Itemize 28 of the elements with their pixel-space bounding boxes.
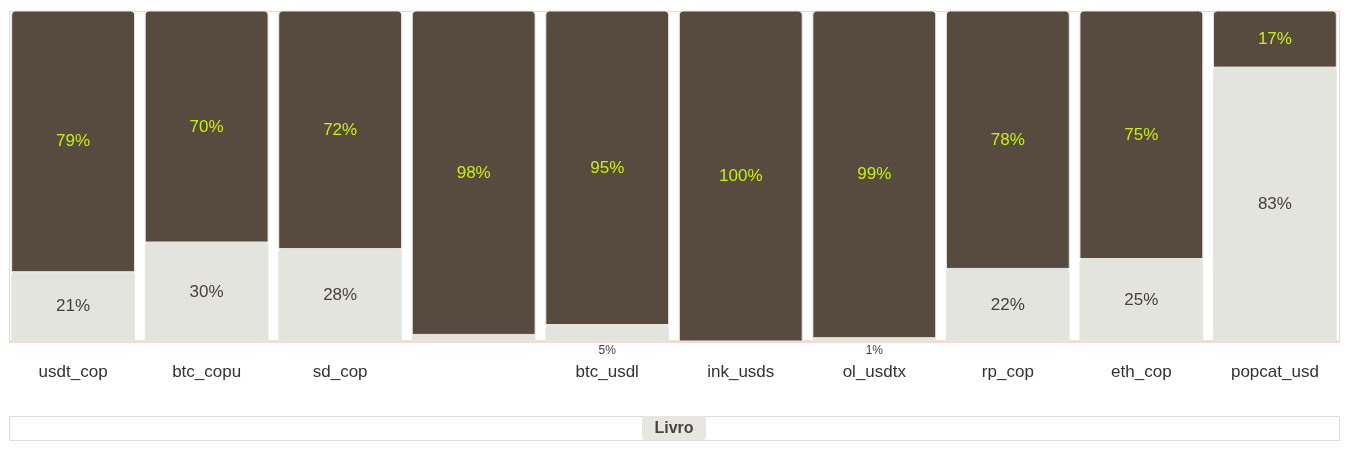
data-label: 98% bbox=[456, 162, 491, 182]
data-label: 1% bbox=[865, 343, 884, 357]
data-label: 83% bbox=[1257, 194, 1292, 214]
x-tick-label: btc_usdl bbox=[575, 361, 639, 381]
data-label: 30% bbox=[189, 281, 224, 301]
data-label: 79% bbox=[56, 131, 91, 151]
data-label: 100% bbox=[719, 166, 763, 185]
data-label: 25% bbox=[1124, 289, 1159, 309]
x-tick-label: sd_cop bbox=[312, 361, 368, 381]
x-tick-label: rp_cop bbox=[981, 361, 1034, 381]
x-tick-label: ol_usdtx bbox=[842, 361, 907, 381]
data-label: 22% bbox=[990, 294, 1025, 314]
text: Livro bbox=[654, 419, 694, 436]
data-label: 28% bbox=[323, 284, 358, 304]
x-tick-label: btc_copu bbox=[172, 361, 242, 381]
data-label: 95% bbox=[590, 157, 625, 177]
data-label: 78% bbox=[990, 129, 1025, 149]
data-label: 17% bbox=[1257, 29, 1292, 49]
data-label: 70% bbox=[189, 116, 224, 136]
data-label: 5% bbox=[598, 343, 617, 357]
data-label: 75% bbox=[1124, 124, 1159, 144]
data-label: 72% bbox=[323, 119, 358, 139]
x-tick-label: popcat_usd bbox=[1230, 361, 1319, 381]
data-label: 99% bbox=[857, 164, 892, 184]
x-tick-label: usdt_cop bbox=[38, 361, 108, 381]
x-tick-label: ink_usds bbox=[707, 361, 775, 381]
data-label: 21% bbox=[56, 296, 91, 316]
x-tick-label: eth_cop bbox=[1111, 361, 1172, 381]
